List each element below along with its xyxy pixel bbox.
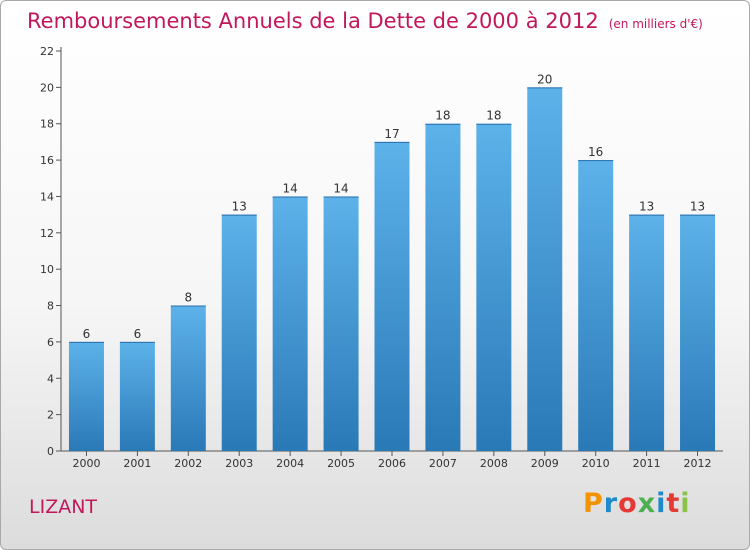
bar-2006 bbox=[374, 141, 410, 451]
y-tick-label: 2 bbox=[47, 409, 54, 422]
bar-2012 bbox=[680, 214, 716, 451]
x-tick-label-2003: 2003 bbox=[225, 457, 253, 470]
bar-2004 bbox=[272, 196, 308, 451]
x-tick-label-2010: 2010 bbox=[582, 457, 610, 470]
bar-2000 bbox=[68, 341, 104, 451]
bar-2005 bbox=[323, 196, 359, 451]
x-tick-label-2008: 2008 bbox=[480, 457, 508, 470]
x-tick-label-2007: 2007 bbox=[429, 457, 457, 470]
y-tick-label: 12 bbox=[40, 227, 54, 240]
data-label-2007: 18 bbox=[435, 109, 450, 123]
data-label-2006: 17 bbox=[384, 127, 399, 141]
x-tick-label-2001: 2001 bbox=[123, 457, 151, 470]
bar-2002 bbox=[170, 305, 206, 451]
logo-letter: t bbox=[666, 488, 681, 519]
title-main: Remboursements Annuels de la Dette de 20… bbox=[27, 9, 599, 33]
axes: 0 2 4 6 8 10 12 14 16 18 20 22 2000 2001 2002 2003 2004 2… bbox=[40, 45, 723, 470]
y-tick-label: 6 bbox=[47, 336, 54, 349]
logo-letter: x bbox=[637, 488, 657, 519]
y-tick-label: 20 bbox=[40, 81, 54, 94]
bar-2007 bbox=[425, 123, 461, 452]
bar-2008 bbox=[476, 123, 512, 452]
y-tick-label: 0 bbox=[47, 445, 54, 458]
logo-letter: r bbox=[603, 488, 619, 519]
data-label-2001: 6 bbox=[134, 327, 142, 341]
data-label-2011: 13 bbox=[639, 200, 654, 214]
data-label-2004: 14 bbox=[283, 181, 298, 195]
x-tick-label-2000: 2000 bbox=[72, 457, 100, 470]
data-label-2008: 18 bbox=[486, 109, 501, 123]
x-tick-label-2011: 2011 bbox=[633, 457, 661, 470]
x-tick-label-2006: 2006 bbox=[378, 457, 406, 470]
data-label-2003: 13 bbox=[232, 200, 247, 214]
logo-letter: P bbox=[583, 488, 604, 519]
data-label-2005: 14 bbox=[333, 181, 348, 195]
x-tick-label-2002: 2002 bbox=[174, 457, 202, 470]
data-label-2000: 6 bbox=[83, 327, 91, 341]
proxiti-logo: Proxiti bbox=[583, 488, 691, 519]
data-label-2012: 13 bbox=[690, 200, 705, 214]
y-tick-label: 16 bbox=[40, 154, 54, 167]
x-tick-label-2005: 2005 bbox=[327, 457, 355, 470]
y-tick-label: 18 bbox=[40, 118, 54, 131]
bar-2001 bbox=[119, 341, 155, 451]
data-label-2010: 16 bbox=[588, 145, 603, 159]
bar-2009 bbox=[527, 87, 563, 451]
x-tick-label-2012: 2012 bbox=[684, 457, 712, 470]
data-label-2009: 20 bbox=[537, 72, 552, 86]
commune-name: LIZANT bbox=[29, 496, 98, 518]
y-tick-label: 8 bbox=[47, 300, 54, 313]
data-label-2002: 8 bbox=[184, 291, 192, 305]
y-tick-label: 14 bbox=[40, 190, 54, 203]
title-unit: (en milliers d'€) bbox=[608, 17, 703, 31]
y-tick-label: 4 bbox=[47, 372, 54, 385]
chart-title: Remboursements Annuels de la Dette de 20… bbox=[27, 9, 703, 33]
y-tick-label: 22 bbox=[40, 45, 54, 58]
x-tick-label-2004: 2004 bbox=[276, 457, 304, 470]
x-tick-label-2009: 2009 bbox=[531, 457, 559, 470]
y-tick-label: 10 bbox=[40, 263, 54, 276]
data-labels: 6 6 8 13 14 14 17 18 18 20 16 13 13 bbox=[83, 72, 706, 341]
logo-letter: i bbox=[680, 488, 691, 519]
logo-letter: o bbox=[618, 488, 638, 519]
logo-letter: i bbox=[656, 488, 667, 519]
bar-2003 bbox=[221, 214, 257, 451]
bar-2011 bbox=[629, 214, 665, 451]
bars bbox=[68, 87, 716, 452]
bar-2010 bbox=[578, 160, 614, 451]
